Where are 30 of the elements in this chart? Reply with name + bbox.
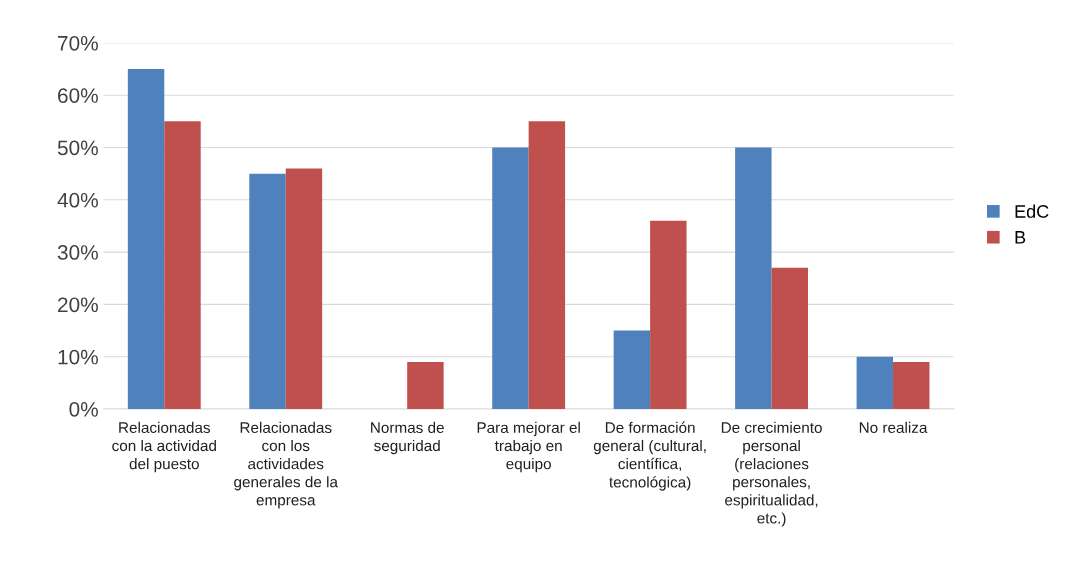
x-tick-label: Relacionadas con la actividad del puesto [112, 421, 216, 473]
bar [893, 361, 930, 409]
y-tick-label: 40% [57, 192, 98, 208]
x-tick-label: Normas de seguridad [371, 421, 444, 455]
y-tick-label: 70% [58, 35, 98, 51]
bar [650, 220, 687, 409]
y-tick-label: 20% [58, 297, 98, 313]
y-tick-label: 30% [57, 245, 98, 260]
x-tick-label: Relacionadas con los actividades generales de la empresa [234, 421, 338, 509]
bar [164, 121, 201, 409]
x-tick-label: De crecimiento personal (relaciones personales, espiritualidad, etc.) [721, 421, 822, 527]
x-tick-label: Para mejorar el trabajo en equipo [477, 421, 580, 473]
bar [771, 267, 808, 409]
x-tick-label: No realiza [859, 421, 928, 434]
legend-label: EdC [1015, 204, 1049, 218]
bar [407, 361, 444, 409]
bar [613, 330, 651, 409]
bar [735, 147, 772, 409]
y-tick-label: 60% [58, 88, 98, 103]
y-tick-label: 50% [57, 140, 98, 156]
bar [856, 356, 894, 409]
bar [127, 69, 165, 409]
bar [249, 173, 286, 409]
bar [285, 168, 323, 409]
x-tick-label: De formación general (cultural, científica, tecnológica) [593, 421, 706, 491]
y-tick-label: 10% [58, 349, 98, 365]
legend-label: B [1015, 231, 1026, 244]
bar [528, 121, 566, 409]
bar [492, 147, 529, 409]
y-tick-label: 0% [69, 401, 98, 417]
